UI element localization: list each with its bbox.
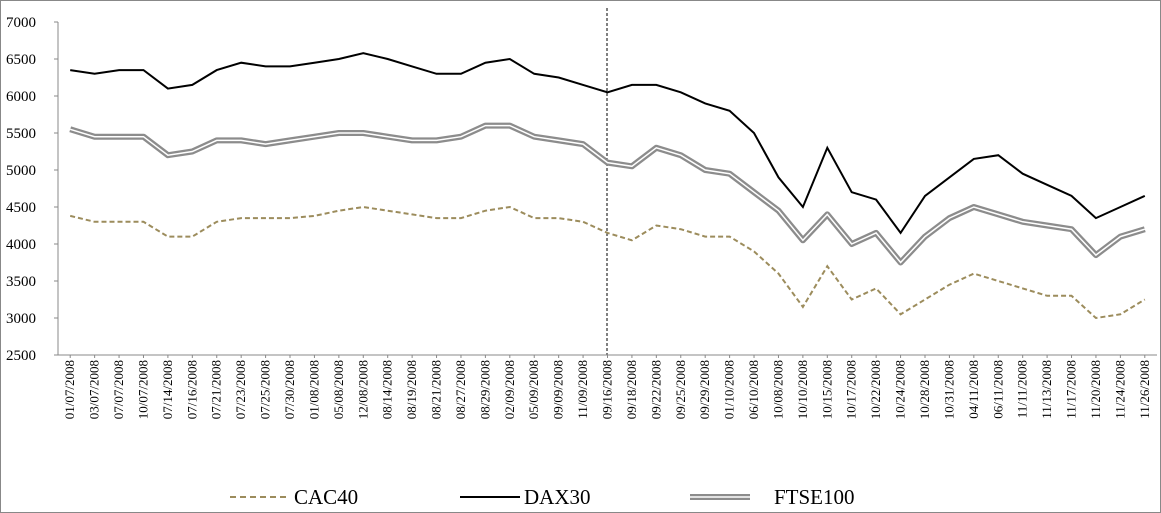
x-tick-label: 10/07/2008 — [135, 360, 150, 419]
x-tick-label: 09/29/2008 — [697, 360, 712, 419]
legend-label: CAC40 — [294, 485, 358, 509]
x-tick-label: 07/30/2008 — [282, 360, 297, 419]
x-tick-label: 03/07/2008 — [87, 360, 102, 419]
x-tick-label: 10/17/2008 — [844, 360, 859, 419]
x-tick-label: 09/25/2008 — [673, 360, 688, 419]
x-tick-label: 01/10/2008 — [722, 360, 737, 419]
y-tick-label: 4500 — [6, 200, 36, 216]
x-tick-label: 07/07/2008 — [111, 360, 126, 419]
legend-label: FTSE100 — [774, 485, 855, 509]
x-tick-label: 08/27/2008 — [453, 360, 468, 419]
x-tick-label: 06/11/2008 — [990, 360, 1005, 419]
x-tick-label: 10/28/2008 — [917, 360, 932, 419]
y-tick-label: 5000 — [6, 163, 36, 179]
x-tick-label: 11/17/2008 — [1064, 360, 1079, 419]
x-tick-label: 02/09/2008 — [502, 360, 517, 419]
x-tick-label: 10/31/2008 — [941, 360, 956, 419]
x-tick-label: 07/23/2008 — [233, 360, 248, 419]
x-tick-label: 07/14/2008 — [160, 360, 175, 419]
x-tick-label: 07/21/2008 — [209, 360, 224, 419]
x-tick-label: 09/18/2008 — [624, 360, 639, 419]
y-tick-label: 3000 — [6, 311, 36, 327]
y-tick-label: 5500 — [6, 126, 36, 142]
x-tick-label: 10/24/2008 — [893, 360, 908, 419]
legend-label: DAX30 — [524, 485, 591, 509]
x-tick-label: 05/09/2008 — [526, 360, 541, 419]
x-tick-label: 10/15/2008 — [819, 360, 834, 419]
x-tick-label: 10/22/2008 — [868, 360, 883, 419]
x-tick-label: 08/21/2008 — [429, 360, 444, 419]
x-tick-label: 06/10/2008 — [746, 360, 761, 419]
x-tick-label: 07/16/2008 — [184, 360, 199, 419]
x-tick-label: 01/07/2008 — [62, 360, 77, 419]
x-tick-label: 11/24/2008 — [1112, 360, 1127, 419]
x-tick-label: 12/08/2008 — [355, 360, 370, 419]
x-tick-label: 08/19/2008 — [404, 360, 419, 419]
x-tick-label: 08/29/2008 — [477, 360, 492, 419]
y-tick-label: 7000 — [6, 15, 36, 31]
x-tick-label: 09/09/2008 — [551, 360, 566, 419]
x-tick-label: 09/16/2008 — [600, 360, 615, 419]
y-tick-label: 2500 — [6, 348, 36, 364]
series-line — [69, 205, 1146, 320]
x-tick-label: 09/22/2008 — [648, 360, 663, 419]
series-line — [70, 52, 1146, 235]
x-tick-label: 11/26/2008 — [1137, 360, 1152, 419]
y-tick-label: 4000 — [6, 237, 36, 253]
y-tick-label: 6500 — [6, 52, 36, 68]
x-tick-label: 08/14/2008 — [380, 360, 395, 419]
x-tick-label: 01/08/2008 — [306, 360, 321, 419]
y-tick-label: 3500 — [6, 274, 36, 290]
x-tick-label: 10/10/2008 — [795, 360, 810, 419]
y-tick-label: 6000 — [6, 89, 36, 105]
x-tick-label: 11/11/2008 — [1015, 360, 1030, 418]
x-tick-label: 11/13/2008 — [1039, 360, 1054, 419]
x-tick-label: 07/25/2008 — [258, 360, 273, 419]
x-tick-label: 10/08/2008 — [770, 360, 785, 419]
x-tick-label: 11/09/2008 — [575, 360, 590, 419]
x-tick-label: 04/11/2008 — [966, 360, 981, 419]
x-tick-label: 11/20/2008 — [1088, 360, 1103, 419]
x-tick-label: 05/08/2008 — [331, 360, 346, 419]
series-line-core — [69, 124, 1146, 264]
